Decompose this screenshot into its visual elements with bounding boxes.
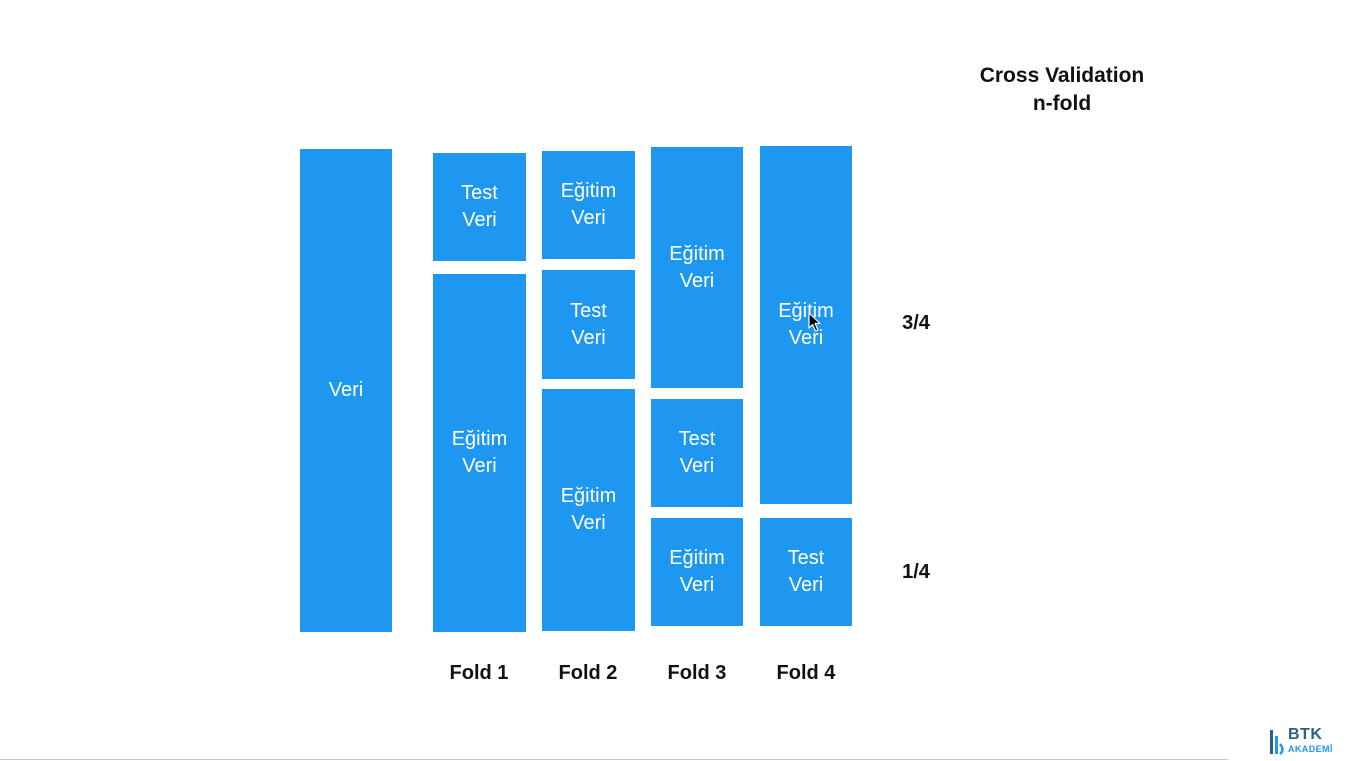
- fold-1-egitim-label: Eğitim Veri: [451, 428, 508, 477]
- fold-2-egitim-top-block: Eğitim Veri: [542, 151, 635, 259]
- fold-4-test-label: Test Veri: [787, 547, 825, 596]
- fold-2-test-block: Test Veri: [542, 270, 635, 379]
- bottom-divider: [0, 759, 1228, 760]
- fold-3-egitim-top-block: Eğitim Veri: [651, 147, 743, 388]
- title-line-1: Cross Validation: [979, 64, 1145, 87]
- fraction-test: 1/4: [902, 561, 930, 583]
- diagram-title: Cross Validation n-fold: [952, 62, 1172, 118]
- fold-3-egitim-bottom-block: Eğitim Veri: [651, 518, 743, 626]
- btk-logo-mark-icon: [1270, 730, 1284, 755]
- fold-1-test-block: Test Veri: [433, 153, 526, 261]
- fold-1-test-label: Test Veri: [461, 182, 498, 231]
- fold-3-egitim-top-label: Eğitim Veri: [669, 242, 725, 292]
- btk-akademi-logo: BTK AKADEMİ: [1268, 726, 1350, 758]
- fold-2-egitim-top-label: Eğitim Veri: [560, 180, 617, 229]
- logo-sub-text: AKADEMİ: [1288, 744, 1333, 754]
- fold-4-egitim-label: Eğitim Veri: [778, 300, 834, 349]
- fold-3-label: Fold 3: [667, 662, 727, 684]
- veri-label: Veri: [328, 379, 364, 401]
- title-line-2: n-fold: [1032, 92, 1092, 115]
- mouse-cursor-icon: [808, 312, 821, 332]
- fold-2-label: Fold 2: [558, 662, 618, 684]
- fold-1-label: Fold 1: [449, 662, 509, 684]
- fold-1-egitim-block: Eğitim Veri: [433, 274, 526, 632]
- fold-3-test-block: Test Veri: [651, 399, 743, 507]
- fraction-train: 3/4: [902, 312, 930, 334]
- fold-3-test-label: Test Veri: [678, 428, 716, 477]
- veri-block: Veri: [300, 149, 392, 632]
- fold-2-test-label: Test Veri: [570, 299, 607, 349]
- fold-4-test-block: Test Veri: [760, 518, 852, 626]
- fold-2-egitim-bottom-label: Eğitim Veri: [560, 485, 617, 534]
- fold-3-egitim-bottom-label: Eğitim Veri: [669, 547, 725, 596]
- fold-4-label: Fold 4: [776, 662, 836, 684]
- fold-4-egitim-block: Eğitim Veri: [760, 146, 852, 504]
- fold-2-egitim-bottom-block: Eğitim Veri: [542, 389, 635, 631]
- logo-brand-text: BTK: [1288, 726, 1323, 743]
